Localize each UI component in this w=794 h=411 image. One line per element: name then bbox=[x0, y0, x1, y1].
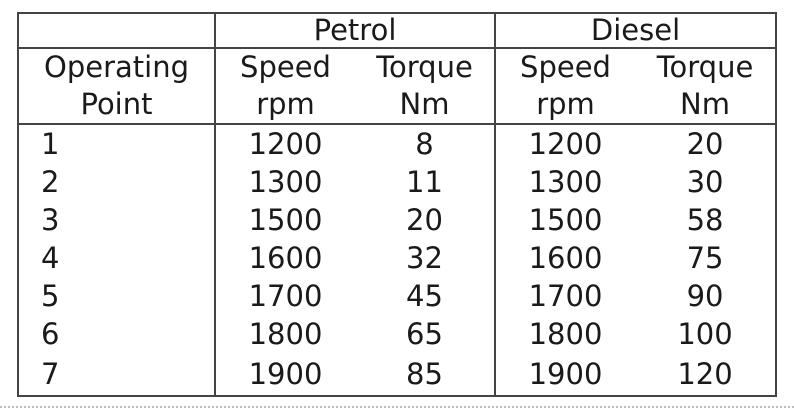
header-operating-point-line1: Operating bbox=[44, 49, 189, 84]
table-cell-diesel-torque: 90 bbox=[686, 278, 724, 313]
header-diesel-torque-line1: Torque bbox=[656, 49, 754, 84]
table-cell-petrol-torque: 45 bbox=[406, 278, 443, 313]
table-cell-petrol-torque: 32 bbox=[406, 240, 443, 275]
table-cell-petrol-speed: 1700 bbox=[214, 277, 355, 315]
engine-operating-points-table: Petrol Diesel Operating Speed Torque Spe… bbox=[17, 12, 778, 397]
subheader-row-2: Point rpm Nm rpm Nm bbox=[18, 85, 777, 125]
table-cell-diesel-speed: 1900 bbox=[494, 353, 636, 396]
header-petrol-group: Petrol bbox=[213, 13, 496, 49]
header-diesel-speed-unit: rpm bbox=[494, 85, 636, 125]
table-cell-diesel-torque: 58 bbox=[686, 202, 724, 237]
table-cell-diesel-torque: 100 bbox=[677, 316, 733, 351]
table-cell-diesel-speed: 1300 bbox=[494, 163, 636, 201]
table-cell-petrol-torque: 11 bbox=[406, 164, 443, 199]
table-cell-petrol-torque: 85 bbox=[406, 356, 443, 391]
table-cell-petrol-speed: 1600 bbox=[214, 239, 355, 277]
table-cell-operating-point: 5 bbox=[41, 278, 60, 313]
table-cell-diesel-speed: 1200 bbox=[494, 124, 636, 163]
header-petrol-speed-line1: Speed bbox=[214, 48, 355, 85]
table-cell-diesel-speed: 1800 bbox=[494, 315, 636, 353]
header-petrol-torque-unit: Nm bbox=[355, 85, 496, 125]
table-cell-diesel-torque: 75 bbox=[686, 240, 724, 275]
table-cell-petrol-speed: 1800 bbox=[214, 315, 355, 353]
table-cell-petrol-torque: 20 bbox=[406, 202, 443, 237]
header-diesel-speed-line1: Speed bbox=[494, 48, 636, 85]
header-diesel-group: Diesel bbox=[494, 13, 777, 49]
table-row: 7 1900 85 1900 120 bbox=[18, 353, 776, 396]
header-petrol-speed-unit: rpm bbox=[214, 85, 355, 125]
table-cell-operating-point: 2 bbox=[41, 164, 60, 199]
table-cell-operating-point: 6 bbox=[41, 316, 60, 351]
table-cell-diesel-speed: 1500 bbox=[494, 201, 636, 239]
table-cell-petrol-speed: 1900 bbox=[214, 353, 355, 396]
table-row: 2 1300 11 1300 30 bbox=[18, 163, 776, 201]
table-cell-petrol-speed: 1500 bbox=[214, 201, 355, 239]
table-row: 1 1200 8 1200 20 bbox=[18, 124, 776, 163]
table-cell-petrol-torque: 65 bbox=[406, 316, 443, 351]
table-cell-petrol-torque: 8 bbox=[415, 126, 434, 161]
header-operating-point-line2: Point bbox=[18, 85, 215, 125]
table-cell-diesel-speed: 1600 bbox=[494, 239, 636, 277]
header-petrol-torque-line1: Torque bbox=[376, 49, 473, 84]
table-row: 4 1600 32 1600 75 bbox=[18, 239, 776, 277]
subheader-row-1: Operating Speed Torque Speed Torque bbox=[18, 48, 776, 85]
table-cell-diesel-torque: 20 bbox=[686, 126, 724, 161]
group-header-row: Petrol Diesel bbox=[18, 13, 777, 49]
table-cell-operating-point: 3 bbox=[41, 202, 60, 237]
table-cell-petrol-speed: 1300 bbox=[214, 163, 355, 201]
table-cell-diesel-speed: 1700 bbox=[494, 277, 636, 315]
table-cell-diesel-torque: 120 bbox=[677, 356, 733, 391]
table-row: 5 1700 45 1700 90 bbox=[18, 277, 776, 315]
table-cell-operating-point: 7 bbox=[41, 356, 60, 391]
table-cell-petrol-speed: 1200 bbox=[214, 124, 355, 163]
table-row: 6 1800 65 1800 100 bbox=[18, 315, 776, 353]
table-cell-diesel-torque: 30 bbox=[686, 164, 724, 199]
dotted-divider bbox=[0, 406, 794, 408]
table-row: 3 1500 20 1500 58 bbox=[18, 201, 776, 239]
header-diesel-torque-unit: Nm bbox=[635, 85, 777, 125]
header-blank-cell bbox=[18, 13, 215, 49]
table-cell-operating-point: 4 bbox=[41, 240, 60, 275]
table-cell-operating-point: 1 bbox=[41, 126, 60, 161]
